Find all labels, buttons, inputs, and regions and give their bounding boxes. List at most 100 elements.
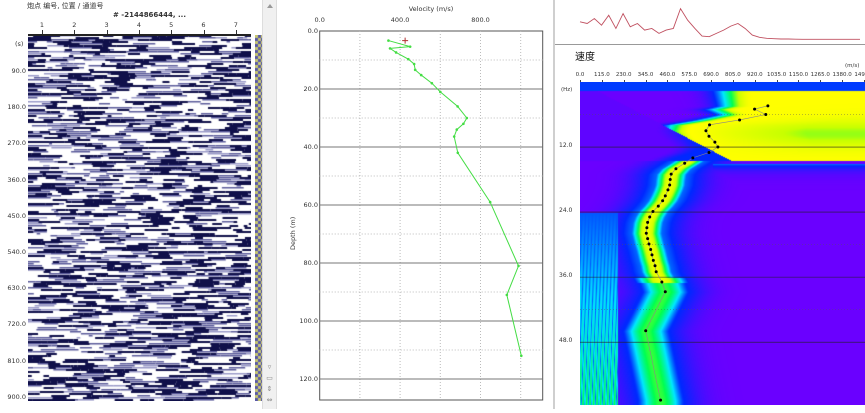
x-tick [732, 80, 734, 83]
velocity-point[interactable] [412, 62, 416, 66]
pick-point[interactable] [651, 210, 655, 214]
velocity-point[interactable] [439, 90, 442, 94]
pick-point[interactable] [647, 242, 651, 246]
pick-point[interactable] [713, 140, 717, 144]
pick-point[interactable] [661, 199, 665, 203]
channel-tick [203, 30, 205, 35]
pick-point[interactable] [648, 215, 652, 219]
pick-point[interactable] [666, 188, 670, 192]
velocity-line [388, 40, 522, 356]
velocity-point[interactable] [505, 293, 509, 297]
dispersion-panel: 速度 (m/s) (Hz) 0.0 115.0 230.0 345.0 460.0 575… [553, 0, 865, 409]
dispersion-heatmap[interactable] [580, 82, 865, 405]
velocity-point[interactable] [407, 57, 410, 61]
velocity-point[interactable] [488, 200, 492, 204]
y-tick-label: 36.0 [559, 272, 573, 280]
pick-point[interactable] [668, 183, 672, 187]
velocity-point[interactable] [388, 47, 392, 50]
channel-label: 3 [104, 21, 109, 29]
pick-point[interactable] [653, 264, 657, 268]
y-tick-label: 180.0 [7, 103, 26, 112]
scrollbar-tool-button[interactable]: ⇔ [266, 396, 273, 404]
velocity-point[interactable] [430, 81, 434, 85]
pick-point[interactable] [656, 204, 660, 208]
scrollbar-tool-button[interactable]: ▭ [266, 374, 273, 382]
channel-label: 1 [39, 21, 45, 29]
pick-point[interactable] [646, 220, 650, 224]
pick-point[interactable] [645, 226, 649, 230]
x-tick-label: 115.0 [593, 72, 610, 78]
velocity-point[interactable] [517, 264, 520, 268]
x-tick-label: 460.0 [659, 72, 676, 78]
pick-point[interactable] [708, 123, 712, 127]
dispersion-picks-overlay [580, 104, 865, 402]
pick-point[interactable] [707, 150, 711, 154]
channel-label: 5 [169, 21, 174, 29]
x-tick [798, 80, 800, 83]
channel-tick [235, 30, 237, 35]
dispersion-title: 速度 [575, 52, 595, 63]
velocity-point[interactable] [419, 73, 423, 77]
x-tick [754, 80, 756, 83]
velocity-point[interactable] [465, 116, 469, 120]
y-tick-label: 540.0 [7, 248, 26, 256]
pick-point[interactable] [649, 247, 653, 251]
pick-point[interactable] [663, 194, 667, 198]
channel-tick [171, 30, 173, 35]
channel-label: 7 [233, 21, 238, 29]
pick-point[interactable] [650, 253, 654, 257]
x-axis-title: Velocity (m/s) [408, 5, 454, 13]
pick-point[interactable] [738, 118, 742, 122]
pick-point[interactable] [644, 329, 648, 333]
pick-point[interactable] [654, 270, 658, 274]
scrollbar-tool-button[interactable]: ⇕ [266, 385, 273, 393]
y-tick-label: 12.0 [559, 142, 573, 150]
gather-top-axis [28, 34, 251, 36]
x-tick [820, 80, 822, 83]
velocity-point[interactable] [462, 122, 465, 126]
y-tick-label: 20.0 [303, 85, 318, 93]
pick-point[interactable] [691, 156, 695, 160]
pick-point[interactable] [646, 237, 650, 241]
current-marker-icon[interactable] [402, 37, 409, 44]
pick-point[interactable] [659, 398, 663, 402]
y-tick-label: 900.0 [7, 392, 26, 401]
x-tick [645, 80, 647, 83]
pick-point[interactable] [683, 161, 687, 165]
seismic-traces[interactable] [28, 35, 251, 401]
scrollbar-tool-button[interactable]: ▿ [267, 363, 272, 371]
divider [555, 44, 865, 45]
pick-point[interactable] [704, 129, 708, 133]
pick-point[interactable] [764, 113, 768, 117]
y-tick-label: 80.0 [303, 259, 318, 267]
scroll-up-icon[interactable] [267, 4, 273, 8]
pick-point[interactable] [674, 167, 678, 171]
velocity-point[interactable] [456, 105, 459, 108]
velocity-point[interactable] [387, 39, 390, 42]
velocity-point[interactable] [455, 128, 459, 131]
channel-label: 6 [201, 21, 206, 29]
pick-point[interactable] [707, 134, 711, 138]
pick-point[interactable] [668, 178, 672, 182]
velocity-point[interactable] [413, 68, 417, 72]
y-tick-label: 270.0 [7, 139, 26, 148]
vertical-scrollbar[interactable]: ▿ ▭ ⇕ ⇔ [262, 0, 277, 409]
shot-label: # -2144866444, ... [113, 11, 186, 19]
velocity-point[interactable] [520, 354, 523, 358]
pick-point[interactable] [753, 107, 757, 111]
velocity-point[interactable] [452, 135, 456, 138]
pick-point[interactable] [663, 290, 667, 294]
pick-point[interactable] [660, 280, 664, 284]
velocity-point[interactable] [456, 151, 460, 155]
pick-point[interactable] [644, 231, 648, 235]
pick-point[interactable] [669, 172, 673, 176]
velocity-point[interactable] [408, 45, 412, 48]
velocity-point[interactable] [394, 51, 398, 54]
pick-point[interactable] [766, 104, 770, 108]
scrollbar-tool-buttons: ▿ ▭ ⇕ ⇔ [263, 362, 276, 406]
pick-point[interactable] [651, 258, 655, 262]
y-tick-label: 720.0 [7, 320, 26, 329]
x-tick-label: 0.0 [314, 16, 325, 24]
pick-point[interactable] [716, 145, 720, 149]
x-tick [623, 80, 625, 83]
